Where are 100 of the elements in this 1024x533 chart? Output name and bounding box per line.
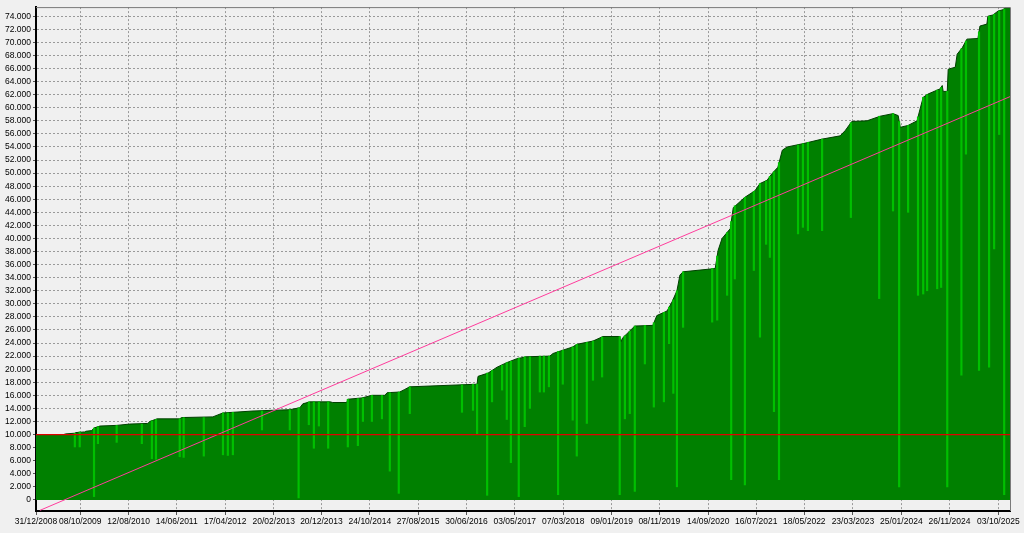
y-tick-label: 26.000 (5, 324, 32, 335)
bar (476, 383, 479, 435)
bar (501, 364, 504, 391)
x-tick-label: 16/07/2021 (734, 516, 778, 527)
y-tick-label: 32.000 (5, 285, 32, 296)
bar (946, 91, 949, 488)
y-tick-label: 2.000 (9, 481, 32, 492)
bar (601, 336, 604, 378)
bar (752, 191, 755, 271)
bar (777, 162, 781, 480)
bar (623, 335, 626, 420)
bar (772, 171, 776, 412)
bar (849, 122, 852, 218)
bar (361, 397, 364, 422)
bar (730, 221, 733, 480)
x-tick-label: 14/06/2011 (155, 516, 198, 527)
y-tick-label: 52.000 (5, 154, 32, 165)
y-tick-label: 8.000 (9, 441, 32, 452)
bar (993, 13, 996, 250)
bar (505, 362, 508, 420)
y-tick-label: 68.000 (5, 49, 32, 60)
y-tick-label: 42.000 (5, 219, 32, 230)
bar (571, 346, 574, 421)
x-tick-label: 18/05/2022 (783, 516, 826, 527)
bar (528, 356, 531, 409)
bar (547, 355, 551, 388)
bar (758, 183, 762, 338)
bar (768, 176, 771, 258)
bar (806, 142, 810, 231)
y-tick-label: 64.000 (5, 75, 32, 86)
bar (556, 351, 560, 495)
bar (517, 357, 520, 497)
bar (509, 361, 512, 463)
y-tick-label: 38.000 (5, 245, 32, 256)
bar (940, 87, 943, 288)
bar (388, 392, 391, 472)
x-tick-label: 03/10/2025 (977, 516, 1020, 527)
y-tick-label: 66.000 (5, 62, 32, 73)
bar (585, 342, 588, 424)
y-tick-label: 46.000 (5, 193, 32, 204)
y-tick-label: 56.000 (5, 128, 32, 139)
bar (907, 125, 910, 213)
x-tick-label: 09/01/2019 (590, 516, 634, 527)
bar (618, 336, 621, 495)
bar (297, 407, 300, 499)
bar (916, 116, 920, 296)
y-tick-label: 22.000 (5, 350, 32, 361)
bar (964, 40, 968, 155)
y-tick-label: 28.000 (5, 311, 32, 322)
y-tick-label: 6.000 (9, 455, 32, 466)
y-tick-label: 4.000 (9, 468, 32, 479)
y-tick-label: 40.000 (5, 232, 32, 243)
bar (998, 10, 1001, 135)
bar (988, 15, 991, 368)
bar (380, 394, 384, 420)
x-tick-label: 27/08/2015 (396, 516, 440, 527)
bar (672, 299, 675, 394)
x-tick-label: 23/03/2023 (831, 516, 875, 527)
bar (801, 143, 804, 228)
y-tick-label: 70.000 (5, 36, 32, 47)
x-tick-label: 30/06/2016 (445, 516, 489, 527)
bar (716, 255, 719, 321)
y-tick-label: 30.000 (5, 298, 32, 309)
bar (471, 383, 475, 411)
x-tick-label: 08/10/2009 (58, 516, 102, 527)
bar (878, 115, 881, 299)
x-tick-label: 25/01/2024 (880, 516, 923, 527)
y-tick-label: 34.000 (5, 272, 32, 283)
y-tick-label: 14.000 (5, 402, 32, 413)
bar (327, 401, 330, 449)
y-tick-label: 74.000 (5, 10, 32, 21)
x-tick-label: 14/09/2020 (686, 516, 730, 527)
y-tick-label: 48.000 (5, 180, 32, 191)
bar (356, 398, 359, 446)
x-tick-label: 26/11/2024 (928, 516, 971, 527)
x-tick-label: 07/03/2018 (541, 516, 585, 527)
bar (628, 330, 631, 414)
bar (960, 48, 963, 376)
bar (370, 394, 373, 422)
x-tick-label: 03/05/2017 (493, 516, 537, 527)
y-tick-label: 58.000 (5, 115, 32, 126)
bar (733, 205, 736, 280)
bar (891, 113, 895, 212)
bar (575, 344, 578, 457)
y-tick-label: 72.000 (5, 23, 32, 34)
bar (154, 419, 158, 460)
bar (765, 180, 768, 245)
bar (288, 409, 291, 431)
x-tick-label: 31/12/2008 (14, 516, 58, 527)
bar (936, 89, 939, 290)
bar (307, 401, 310, 426)
bar (662, 311, 665, 403)
y-tick-label: 16.000 (5, 389, 32, 400)
bar (523, 356, 526, 428)
bar (490, 370, 494, 403)
bar (150, 420, 153, 460)
bar (726, 232, 729, 296)
y-tick-label: 0 (26, 494, 32, 505)
x-tick-label: 20/02/2013 (252, 516, 296, 527)
y-tick-label: 62.000 (5, 89, 32, 100)
